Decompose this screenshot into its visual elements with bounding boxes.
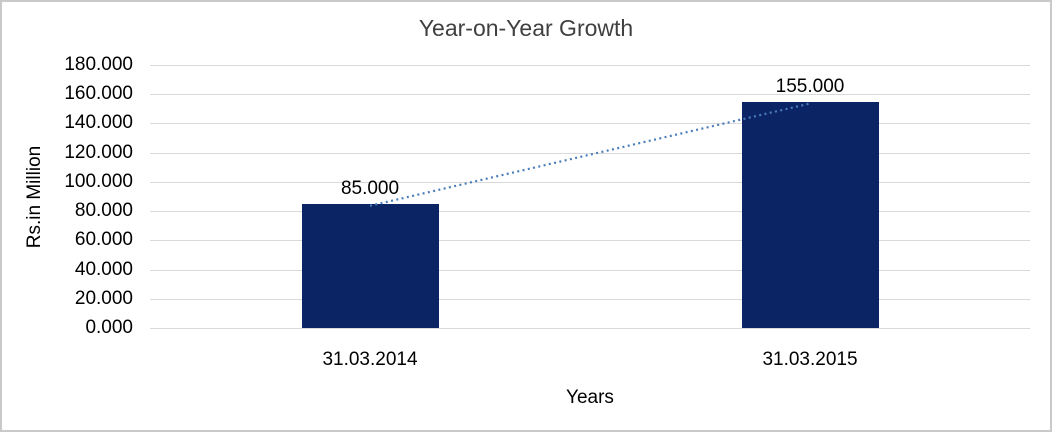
gridline	[150, 269, 1030, 271]
gridline	[150, 298, 1030, 300]
y-tick-label: 0.000	[85, 317, 133, 338]
bar-data-label: 85.000	[340, 177, 400, 199]
y-tick-label: 140.000	[64, 112, 133, 134]
x-category-label: 31.03.2015	[762, 349, 858, 370]
bar-31.03.2015	[741, 101, 879, 328]
y-tick-label: 60.000	[74, 229, 133, 251]
gridline	[150, 152, 1030, 154]
gridline	[150, 240, 1030, 242]
y-tick-label: 100.000	[64, 170, 133, 192]
y-tick-label: 180.000	[64, 54, 133, 75]
gridline	[150, 65, 1030, 66]
y-tick-label: 20.000	[74, 287, 133, 309]
chart-title: Year-on-Year Growth	[418, 15, 634, 41]
gridline	[150, 328, 1030, 329]
gridline	[150, 123, 1030, 125]
x-axis-title: Years	[566, 387, 614, 408]
gridline	[150, 94, 1030, 96]
y-tick-label: 80.000	[74, 200, 133, 222]
bar-data-label: 155.000	[775, 75, 845, 97]
gridline	[150, 211, 1030, 213]
y-tick-label: 120.000	[64, 141, 133, 163]
y-tick-label: 160.000	[64, 83, 133, 105]
x-category-label: 31.03.2014	[322, 349, 418, 370]
y-tick-label: 40.000	[74, 258, 133, 280]
bar-31.03.2014	[301, 203, 439, 328]
